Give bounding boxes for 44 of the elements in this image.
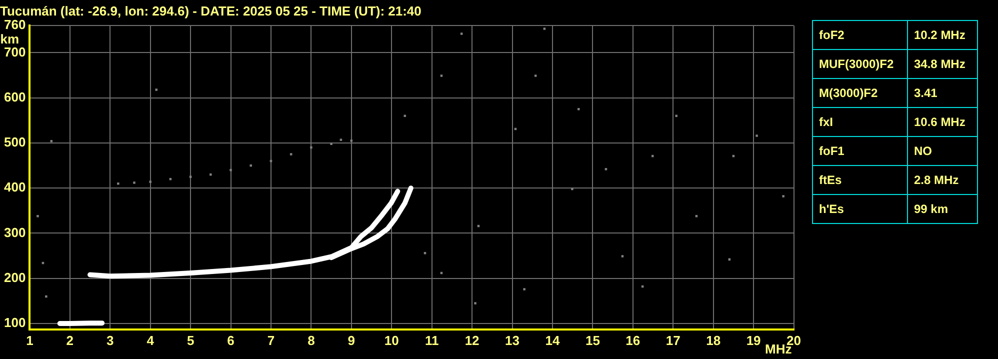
chart-title: Tucumán (lat: -26.9, lon: 294.6) - DATE: 2025 05 25 - TIME (UT): 21:40 — [0, 3, 422, 18]
y-tick-label: 300 — [4, 224, 26, 240]
x-tick-label: 18 — [706, 332, 721, 348]
x-tick-label: 16 — [626, 332, 640, 348]
text: foF2 — [812, 20, 908, 50]
x-tick-label: 5 — [186, 332, 194, 348]
x-tick-label: 4 — [146, 332, 155, 348]
text: 2.8 MHz — [908, 166, 978, 194]
text: 99 km — [908, 194, 978, 224]
text: 10.2 MHz — [908, 20, 978, 50]
y-tick-label: 600 — [4, 89, 26, 104]
y-axis-title: km — [0, 32, 20, 47]
x-tick-label: 20 — [786, 332, 802, 348]
text: h'Es — [812, 194, 908, 224]
x-tick-label: 10 — [384, 332, 399, 348]
x-tick-label: 8 — [308, 332, 315, 348]
x-tick-label: 15 — [585, 332, 600, 348]
text: NO — [908, 136, 978, 166]
x-tick-label: 7 — [267, 332, 275, 348]
x-tick-label: 1 — [26, 332, 34, 348]
text: foF1 — [812, 136, 908, 166]
y-tick-label: 200 — [4, 270, 26, 285]
x-tick-label: 11 — [424, 332, 439, 348]
text: fxI — [812, 108, 908, 136]
y-tick-label: 400 — [4, 180, 26, 195]
text: ftEs — [812, 166, 908, 194]
x-tick-label: 13 — [505, 332, 520, 348]
text: 3.41 — [908, 78, 978, 108]
text: 34.8 MHz — [908, 50, 978, 78]
x-tick-label: 12 — [464, 332, 480, 348]
text: M(3000)F2 — [812, 78, 908, 108]
x-tick-label: 14 — [545, 332, 560, 348]
x-tick-label: 19 — [746, 332, 761, 348]
text: 10.6 MHz — [908, 108, 978, 136]
x-tick-label: 9 — [348, 332, 356, 348]
y-tick-label: 760 — [4, 17, 26, 32]
x-tick-label: 2 — [66, 332, 74, 348]
x-tick-label: 3 — [106, 332, 114, 348]
y-tick-label: 500 — [4, 134, 26, 150]
x-tick-label: 17 — [666, 332, 680, 348]
text: MUF(3000)F2 — [812, 50, 908, 78]
y-tick-label: 700 — [4, 44, 26, 60]
x-tick-label: 6 — [227, 332, 234, 348]
y-tick-label: 100 — [4, 315, 26, 330]
